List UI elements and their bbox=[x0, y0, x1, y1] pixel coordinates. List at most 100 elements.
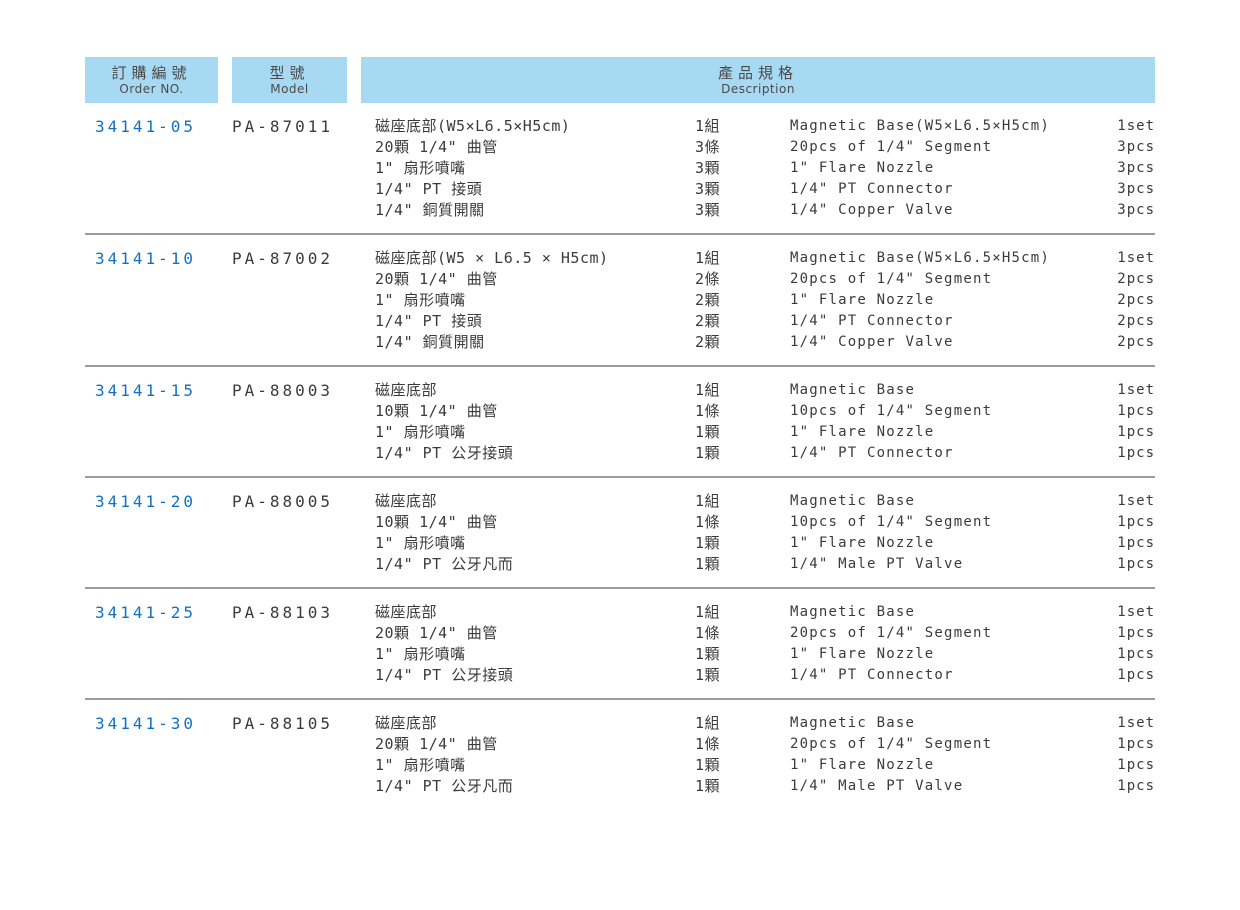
item-quantity-en: 2pcs bbox=[1117, 271, 1155, 287]
item-name-zh: 1" 扇形噴嘴 bbox=[375, 423, 466, 441]
item-name-en: 1/4" Copper Valve bbox=[790, 202, 954, 218]
item-quantity-zh: 1顆 bbox=[695, 444, 721, 462]
item-name-en: 1" Flare Nozzle bbox=[790, 535, 935, 551]
table-row: 34141-10 PA-87002 磁座底部(W5 × L6.5 × H5cm)… bbox=[85, 233, 1155, 365]
model-number: PA-88003 bbox=[232, 381, 334, 400]
item-name-en: 1/4" Male PT Valve bbox=[790, 778, 964, 794]
spec-item-line: 10顆 1/4" 曲管 1條 10pcs of 1/4" Segment 1pc… bbox=[375, 512, 1155, 533]
header-model-en: Model bbox=[270, 81, 309, 96]
item-quantity-zh: 1顆 bbox=[695, 534, 721, 552]
item-quantity-en: 1set bbox=[1117, 382, 1155, 398]
item-quantity-zh: 1條 bbox=[695, 735, 721, 753]
spec-item-line: 1" 扇形噴嘴 1顆 1" Flare Nozzle 1pcs bbox=[375, 422, 1155, 443]
item-name-zh: 10顆 1/4" 曲管 bbox=[375, 402, 498, 420]
item-quantity-zh: 2顆 bbox=[695, 312, 721, 330]
header-order-no-zh: 訂購編號 bbox=[111, 63, 192, 82]
spec-item-line: 磁座底部(W5×L6.5×H5cm) 1組 Magnetic Base(W5×L… bbox=[375, 116, 1155, 137]
item-quantity-zh: 1顆 bbox=[695, 423, 721, 441]
item-name-zh: 20顆 1/4" 曲管 bbox=[375, 624, 498, 642]
row-items: 磁座底部 1組 Magnetic Base 1set 10顆 1/4" 曲管 1… bbox=[375, 491, 1155, 575]
model-number: PA-87011 bbox=[232, 117, 334, 136]
spec-item-line: 1/4" 銅質開關 2顆 1/4" Copper Valve 2pcs bbox=[375, 332, 1155, 353]
item-name-en: 1" Flare Nozzle bbox=[790, 160, 935, 176]
item-quantity-en: 2pcs bbox=[1117, 313, 1155, 329]
spec-item-line: 磁座底部(W5 × L6.5 × H5cm) 1組 Magnetic Base(… bbox=[375, 248, 1155, 269]
item-quantity-en: 1set bbox=[1117, 118, 1155, 134]
item-quantity-en: 2pcs bbox=[1117, 334, 1155, 350]
item-name-zh: 1/4" PT 公牙接頭 bbox=[375, 444, 514, 462]
item-name-en: 1" Flare Nozzle bbox=[790, 292, 935, 308]
item-name-zh: 1" 扇形噴嘴 bbox=[375, 159, 466, 177]
item-quantity-zh: 3顆 bbox=[695, 201, 721, 219]
item-name-en: 1/4" PT Connector bbox=[790, 445, 954, 461]
item-name-en: 1" Flare Nozzle bbox=[790, 757, 935, 773]
spec-item-line: 1/4" PT 公牙凡而 1顆 1/4" Male PT Valve 1pcs bbox=[375, 776, 1155, 797]
item-name-en: 1" Flare Nozzle bbox=[790, 424, 935, 440]
item-quantity-en: 1pcs bbox=[1117, 424, 1155, 440]
item-quantity-en: 1pcs bbox=[1117, 757, 1155, 773]
spec-item-line: 10顆 1/4" 曲管 1條 10pcs of 1/4" Segment 1pc… bbox=[375, 401, 1155, 422]
spec-item-line: 20顆 1/4" 曲管 1條 20pcs of 1/4" Segment 1pc… bbox=[375, 623, 1155, 644]
item-name-zh: 1/4" 銅質開關 bbox=[375, 333, 485, 351]
item-quantity-zh: 3條 bbox=[695, 138, 721, 156]
order-number: 34141-25 bbox=[95, 603, 197, 622]
item-name-en: Magnetic Base(W5×L6.5×H5cm) bbox=[790, 118, 1050, 134]
item-name-zh: 20顆 1/4" 曲管 bbox=[375, 270, 498, 288]
item-name-zh: 10顆 1/4" 曲管 bbox=[375, 513, 498, 531]
item-name-en: 1" Flare Nozzle bbox=[790, 646, 935, 662]
item-quantity-zh: 1組 bbox=[695, 714, 721, 732]
item-quantity-en: 1pcs bbox=[1117, 403, 1155, 419]
row-items: 磁座底部 1組 Magnetic Base 1set 20顆 1/4" 曲管 1… bbox=[375, 602, 1155, 686]
table-row: 34141-30 PA-88105 磁座底部 1組 Magnetic Base … bbox=[85, 698, 1155, 809]
spec-item-line: 20顆 1/4" 曲管 3條 20pcs of 1/4" Segment 3pc… bbox=[375, 137, 1155, 158]
item-name-en: 1/4" PT Connector bbox=[790, 181, 954, 197]
spec-item-line: 磁座底部 1組 Magnetic Base 1set bbox=[375, 602, 1155, 623]
item-quantity-en: 1pcs bbox=[1117, 646, 1155, 662]
item-quantity-zh: 1條 bbox=[695, 624, 721, 642]
row-items: 磁座底部(W5×L6.5×H5cm) 1組 Magnetic Base(W5×L… bbox=[375, 116, 1155, 221]
row-items: 磁座底部 1組 Magnetic Base 1set 20顆 1/4" 曲管 1… bbox=[375, 713, 1155, 797]
spec-item-line: 磁座底部 1組 Magnetic Base 1set bbox=[375, 491, 1155, 512]
item-name-zh: 1" 扇形噴嘴 bbox=[375, 291, 466, 309]
header-model-zh: 型號 bbox=[269, 63, 310, 82]
spec-item-line: 1/4" PT 接頭 2顆 1/4" PT Connector 2pcs bbox=[375, 311, 1155, 332]
table-row: 34141-20 PA-88005 磁座底部 1組 Magnetic Base … bbox=[85, 476, 1155, 587]
item-name-en: 20pcs of 1/4" Segment bbox=[790, 736, 993, 752]
item-quantity-en: 1pcs bbox=[1117, 625, 1155, 641]
item-quantity-zh: 1顆 bbox=[695, 777, 721, 795]
item-quantity-zh: 2顆 bbox=[695, 291, 721, 309]
item-quantity-en: 1set bbox=[1117, 250, 1155, 266]
item-name-en: 20pcs of 1/4" Segment bbox=[790, 139, 993, 155]
item-name-zh: 1/4" PT 接頭 bbox=[375, 312, 483, 330]
item-name-zh: 1" 扇形噴嘴 bbox=[375, 645, 466, 663]
item-name-en: Magnetic Base bbox=[790, 715, 916, 731]
item-quantity-zh: 1組 bbox=[695, 249, 721, 267]
order-number: 34141-15 bbox=[95, 381, 197, 400]
item-quantity-zh: 1顆 bbox=[695, 645, 721, 663]
item-name-en: 1/4" Male PT Valve bbox=[790, 556, 964, 572]
spec-item-line: 1" 扇形噴嘴 1顆 1" Flare Nozzle 1pcs bbox=[375, 644, 1155, 665]
table-row: 34141-15 PA-88003 磁座底部 1組 Magnetic Base … bbox=[85, 365, 1155, 476]
header-cell-model: 型號 Model bbox=[232, 57, 347, 103]
item-quantity-en: 1pcs bbox=[1117, 556, 1155, 572]
item-name-zh: 1/4" 銅質開關 bbox=[375, 201, 485, 219]
item-name-en: 1/4" PT Connector bbox=[790, 667, 954, 683]
item-name-zh: 1/4" PT 公牙凡而 bbox=[375, 777, 514, 795]
item-name-en: Magnetic Base(W5×L6.5×H5cm) bbox=[790, 250, 1050, 266]
item-quantity-en: 1pcs bbox=[1117, 778, 1155, 794]
spec-item-line: 20顆 1/4" 曲管 2條 20pcs of 1/4" Segment 2pc… bbox=[375, 269, 1155, 290]
item-name-en: 10pcs of 1/4" Segment bbox=[790, 403, 993, 419]
item-quantity-zh: 1組 bbox=[695, 603, 721, 621]
model-number: PA-88103 bbox=[232, 603, 334, 622]
item-name-zh: 1/4" PT 接頭 bbox=[375, 180, 483, 198]
item-quantity-en: 3pcs bbox=[1117, 202, 1155, 218]
item-name-zh: 20顆 1/4" 曲管 bbox=[375, 138, 498, 156]
row-items: 磁座底部(W5 × L6.5 × H5cm) 1組 Magnetic Base(… bbox=[375, 248, 1155, 353]
table-body: 34141-05 PA-87011 磁座底部(W5×L6.5×H5cm) 1組 … bbox=[85, 103, 1155, 809]
order-number: 34141-05 bbox=[95, 117, 197, 136]
header-order-no-en: Order NO. bbox=[119, 81, 184, 96]
order-number: 34141-10 bbox=[95, 249, 197, 268]
spec-item-line: 磁座底部 1組 Magnetic Base 1set bbox=[375, 380, 1155, 401]
item-name-en: Magnetic Base bbox=[790, 493, 916, 509]
item-quantity-zh: 1條 bbox=[695, 402, 721, 420]
